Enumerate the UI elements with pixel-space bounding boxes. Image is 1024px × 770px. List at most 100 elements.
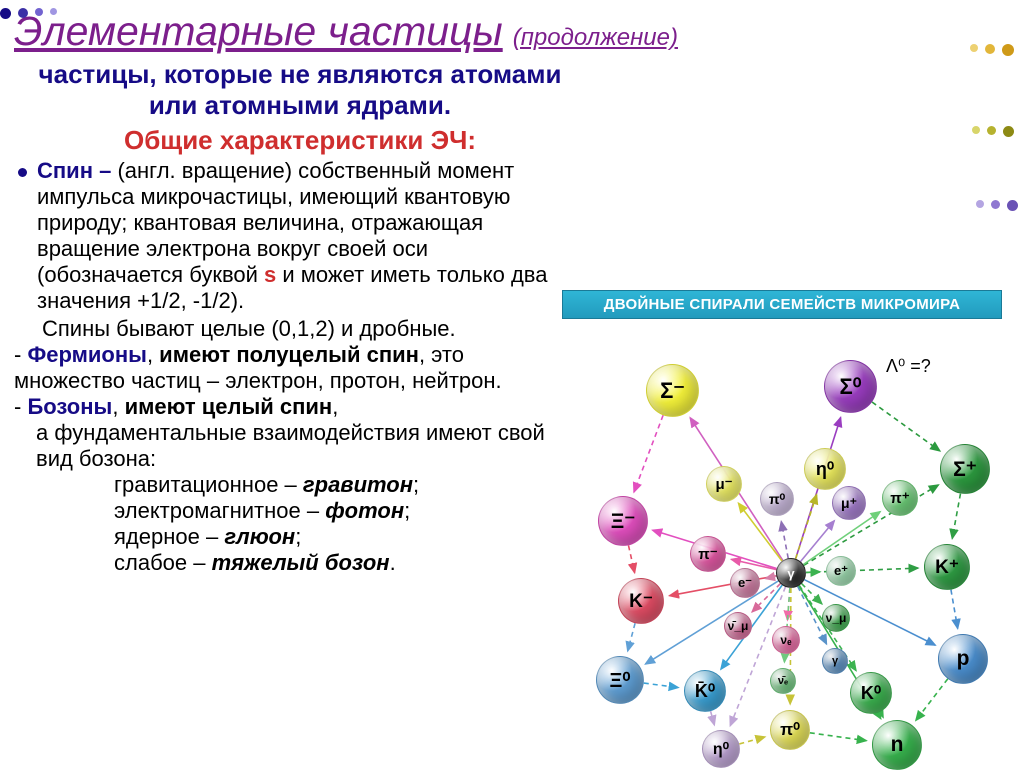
particle-anti_nu_e: ν̄ₑ xyxy=(770,668,796,694)
bosons-t1: , xyxy=(112,394,124,419)
particle-Xi_minus: Ξ⁻ xyxy=(598,496,648,546)
characteristics-title: Общие характеристики ЭЧ: xyxy=(20,125,580,156)
edge xyxy=(952,494,960,539)
trail-dot xyxy=(1007,200,1018,211)
trail-dot xyxy=(1002,44,1014,56)
particle-Sigma_zero: Σ⁰ xyxy=(824,360,877,413)
particle-eta_zero_2: η⁰ xyxy=(702,730,740,768)
em-bold: фотон xyxy=(325,498,404,523)
particle-pi_zero_2: π⁰ xyxy=(770,710,810,750)
spins-types-line: Спины бывают целые (0,1,2) и дробные. xyxy=(14,316,560,342)
trail-dot xyxy=(972,126,980,134)
fermions-t1: , xyxy=(147,342,159,367)
particle-anti_nu_mu: ν̄_μ xyxy=(724,612,752,640)
sep: . xyxy=(390,550,396,575)
fermions-paragraph: - Фермионы, имеют полуцелый спин, это мн… xyxy=(14,342,560,394)
particle-pi_zero: π⁰ xyxy=(760,482,794,516)
particle-Sigma_minus: Σ⁻ xyxy=(646,364,699,417)
edge xyxy=(628,545,634,572)
edge xyxy=(880,712,883,717)
particle-K_plus: K⁺ xyxy=(924,544,970,590)
edge xyxy=(634,415,663,492)
particle-K_zero: K⁰ xyxy=(850,672,892,714)
trail-dot xyxy=(987,126,996,135)
edge xyxy=(670,576,777,596)
sep: ; xyxy=(295,524,301,549)
edge xyxy=(810,733,866,741)
spin-label: Спин – xyxy=(37,158,111,183)
particle-eta_zero: η⁰ xyxy=(804,448,846,490)
trail-dot xyxy=(35,8,43,16)
lambda-annotation: Λ⁰ =? xyxy=(886,356,931,377)
bosons-paragraph: - Бозоны, имеют целый спин, xyxy=(14,394,560,420)
decorative-trail xyxy=(970,44,1014,56)
edge xyxy=(739,737,765,744)
em-label: электромагнитное – xyxy=(114,498,325,523)
edge xyxy=(731,559,776,569)
particle-K0_bar: K̄⁰ xyxy=(684,670,726,712)
edge xyxy=(916,679,948,721)
page-title-continuation: (продолжение) xyxy=(513,24,678,52)
particle-Xi_zero: Ξ⁰ xyxy=(596,656,644,704)
bosons-label: Бозоны xyxy=(27,394,112,419)
fermions-bold: имеют полуцелый спин xyxy=(159,342,419,367)
subtitle-line1: частицы, которые не являются атомами xyxy=(20,59,580,90)
particle-pi_plus: π⁺ xyxy=(882,480,918,516)
spin-paragraph: Спин – (англ. вращение) собственный моме… xyxy=(37,158,560,314)
decorative-trail xyxy=(972,126,1014,137)
bosons-bold: имеют целый спин xyxy=(125,394,333,419)
particle-nu_mu: ν_μ xyxy=(822,604,850,632)
edge xyxy=(804,485,939,565)
edge xyxy=(644,683,678,687)
bullet-icon xyxy=(18,168,27,177)
decorative-trail xyxy=(0,8,57,19)
particle-nu_e: νₑ xyxy=(772,626,800,654)
grav-bold: гравитон xyxy=(303,472,413,497)
particle-gamma: γ xyxy=(776,558,806,588)
trail-dot xyxy=(985,44,995,54)
nuc-bold: глюон xyxy=(224,524,295,549)
page-title: Элементарные частицы xyxy=(14,8,503,55)
diagram-panel-title: ДВОЙНЫЕ СПИРАЛИ СЕМЕЙСТВ МИКРОМИРА xyxy=(562,290,1002,319)
particle-mu_plus: μ⁺ xyxy=(832,486,866,520)
trail-dot xyxy=(18,8,28,18)
edge xyxy=(766,576,777,578)
edge xyxy=(872,402,940,451)
subtitle-line2: или атомными ядрами. xyxy=(20,90,580,121)
graviton-line: гравитационное – гравитон; xyxy=(14,472,560,498)
trail-dot xyxy=(976,200,984,208)
particle-gamma2: γ xyxy=(822,648,848,674)
photon-line: электромагнитное – фотон; xyxy=(14,498,560,524)
edge xyxy=(787,588,789,620)
decorative-trail xyxy=(976,200,1018,211)
particle-e_plus: e⁺ xyxy=(826,556,856,586)
weak-label: слабое – xyxy=(114,550,212,575)
sep: ; xyxy=(413,472,419,497)
spin-bullet: Спин – (англ. вращение) собственный моме… xyxy=(14,158,560,314)
edge xyxy=(730,587,785,726)
edge xyxy=(951,590,958,629)
edge xyxy=(801,521,835,562)
trail-dot xyxy=(50,8,57,15)
s-letter: s xyxy=(264,262,276,287)
edge xyxy=(796,495,817,559)
bosons-t2: , xyxy=(332,394,338,419)
bosons-line2: а фундаментальные взаимодействия имеют с… xyxy=(14,420,560,472)
edge xyxy=(628,623,635,651)
trail-dot xyxy=(1003,126,1014,137)
edge xyxy=(711,711,715,725)
particle-n: n xyxy=(872,720,922,770)
heavy-boson-line: слабое – тяжелый бозон. xyxy=(14,550,560,576)
fermions-label: Фермионы xyxy=(27,342,146,367)
nuc-label: ядерное – xyxy=(114,524,224,549)
particle-diagram: Λ⁰ =? Σ⁻Σ⁰η⁰Σ⁺μ⁻Ξ⁻π⁰μ⁺π⁺K⁻π⁻e⁻γe⁺K⁺ν_μνₑ… xyxy=(560,326,1004,748)
edge xyxy=(806,568,918,572)
particle-pi_minus: π⁻ xyxy=(690,536,726,572)
edge xyxy=(806,572,820,573)
trail-dot xyxy=(970,44,978,52)
edge xyxy=(802,584,822,604)
content-block: Спин – (англ. вращение) собственный моме… xyxy=(0,156,570,575)
gluon-line: ядерное – глюон; xyxy=(14,524,560,550)
weak-bold: тяжелый бозон xyxy=(212,550,390,575)
particle-K_minus: K⁻ xyxy=(618,578,664,624)
